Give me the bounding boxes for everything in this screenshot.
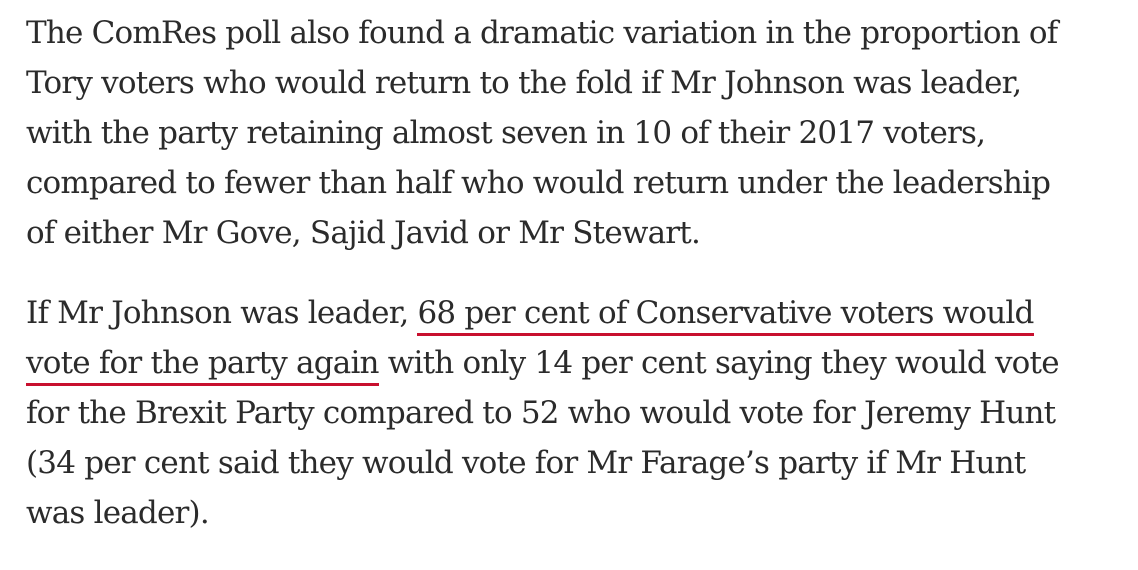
- article-body: The ComRes poll also found a dramatic va…: [26, 8, 1126, 538]
- paragraph-line: was leader).: [26, 495, 210, 531]
- paragraph-line: (34 per cent said they would vote for Mr…: [26, 445, 1026, 481]
- paragraph-line: for the Brexit Party compared to 52 who …: [26, 395, 1056, 431]
- paragraph-line: The ComRes poll also found a dramatic va…: [26, 15, 1058, 51]
- paragraph-line: with the party retaining almost seven in…: [26, 115, 986, 151]
- paragraph-line: compared to fewer than half who would re…: [26, 165, 1051, 201]
- line-text: If Mr Johnson was leader,: [26, 295, 418, 331]
- article-link-part-2[interactable]: vote for the party again: [26, 345, 380, 386]
- paragraph-line: If Mr Johnson was leader, 68 per cent of…: [26, 288, 1126, 338]
- article-link-part-1[interactable]: 68 per cent of Conservative voters would: [417, 295, 1034, 336]
- paragraph-comres-poll: The ComRes poll also found a dramatic va…: [26, 8, 1126, 258]
- paragraph-line: Tory voters who would return to the fold…: [26, 65, 1022, 101]
- paragraph-line: vote for the party again with only 14 pe…: [26, 338, 1126, 388]
- paragraph-johnson-leader: If Mr Johnson was leader, 68 per cent of…: [26, 288, 1126, 538]
- line-text: with only 14 per cent saying they would …: [378, 345, 1060, 381]
- paragraph-line: of either Mr Gove, Sajid Javid or Mr Ste…: [26, 215, 701, 251]
